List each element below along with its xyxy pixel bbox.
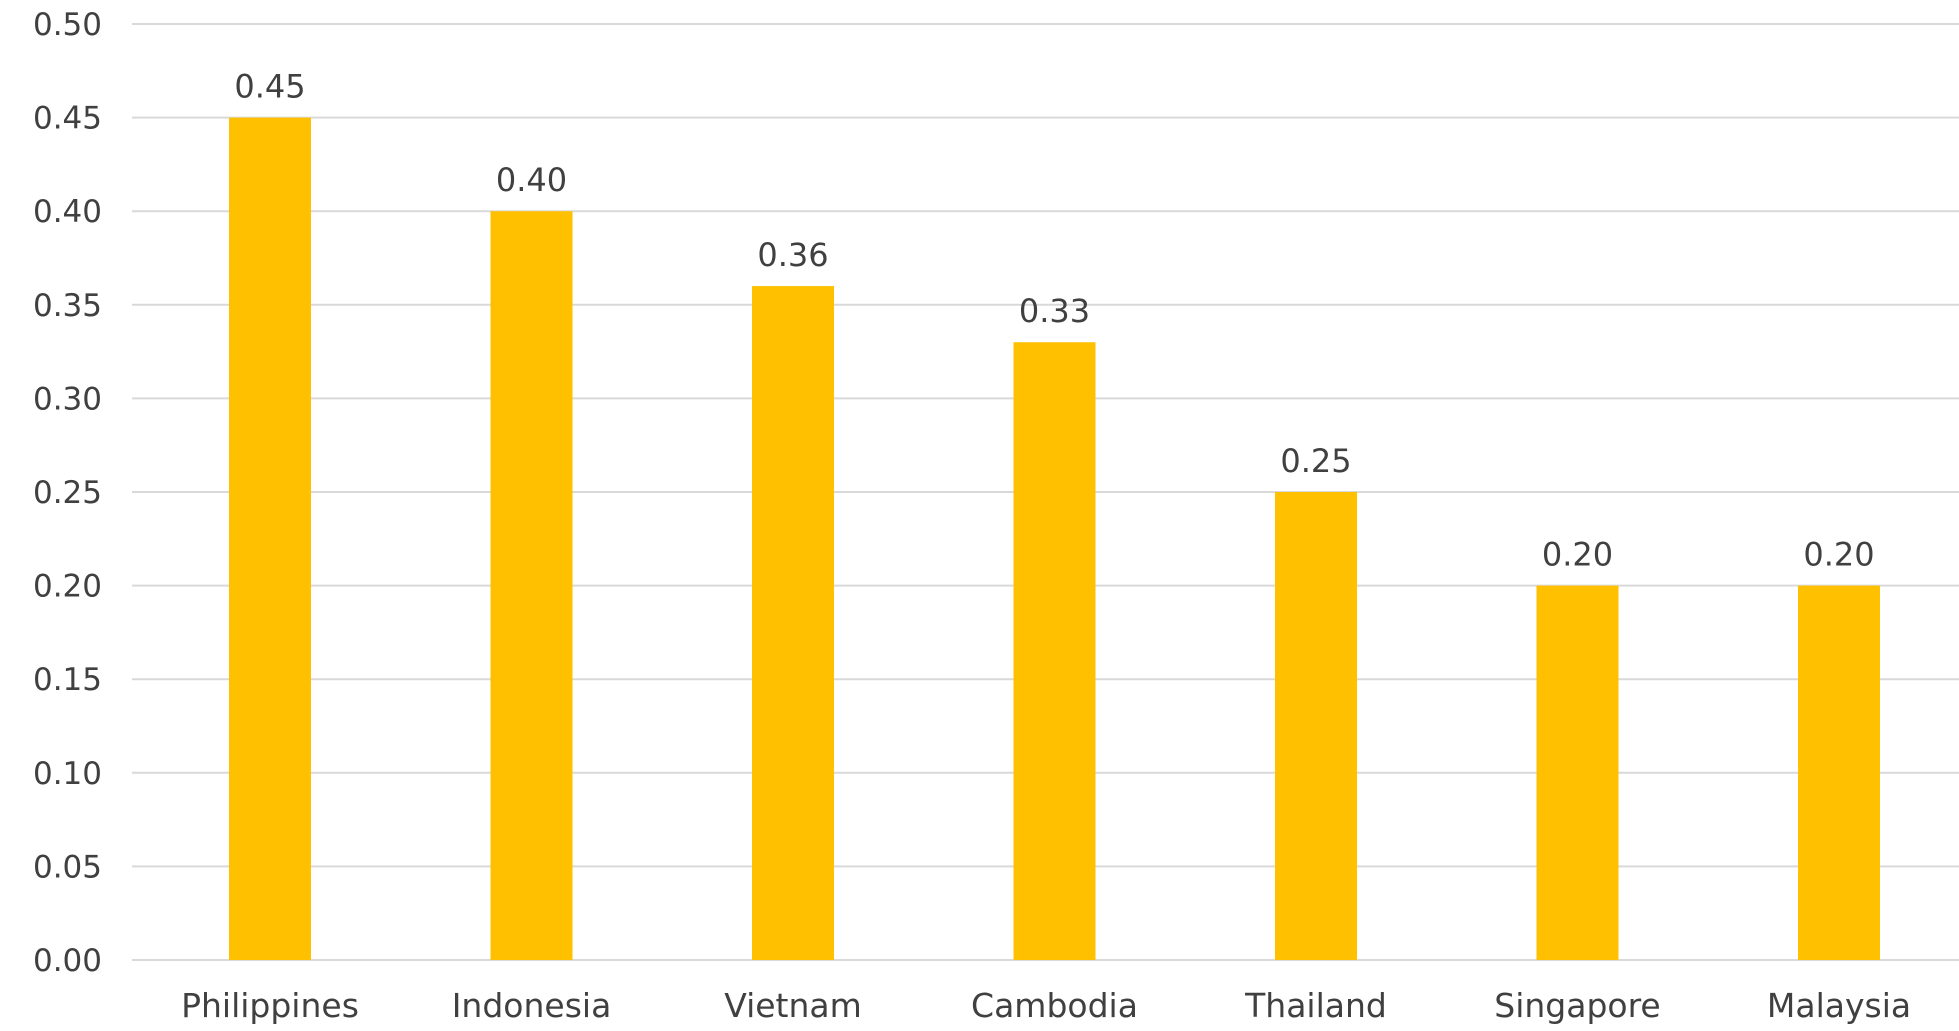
bar-cambodia	[1013, 342, 1096, 960]
bar-indonesia	[490, 211, 573, 960]
data-label-singapore: 0.20	[1542, 536, 1613, 574]
category-label-malaysia: Malaysia	[1767, 986, 1911, 1025]
bar-philippines	[229, 117, 311, 961]
y-tick-label: 0.20	[33, 569, 102, 605]
y-tick-label: 0.05	[33, 849, 102, 885]
y-tick-label: 0.45	[33, 101, 102, 137]
data-label-indonesia: 0.40	[496, 161, 567, 199]
bar-thailand	[1275, 492, 1357, 960]
y-axis-tick-labels: 0.00 0.05 0.10 0.15 0.20 0.25 0.30 0.35 0.40 0.45…	[33, 7, 102, 979]
bar-singapore	[1536, 585, 1619, 960]
category-label-indonesia: Indonesia	[452, 986, 612, 1025]
data-label-vietnam: 0.36	[757, 236, 828, 274]
data-label-philippines: 0.45	[234, 68, 305, 106]
y-tick-label: 0.50	[33, 7, 102, 43]
bar-malaysia	[1798, 585, 1880, 960]
category-label-cambodia: Cambodia	[971, 986, 1138, 1025]
bar-vietnam	[752, 286, 834, 961]
y-tick-label: 0.25	[33, 475, 102, 511]
data-label-cambodia: 0.33	[1019, 292, 1090, 330]
category-label-philippines: Philippines	[181, 986, 359, 1025]
category-label-singapore: Singapore	[1494, 986, 1660, 1025]
y-tick-label: 0.30	[33, 381, 102, 417]
x-axis-category-labels: Philippines Indonesia Vietnam Cambodia Thail…	[181, 986, 1911, 1025]
y-tick-label: 0.15	[33, 662, 102, 698]
bars	[229, 117, 1880, 961]
data-label-thailand: 0.25	[1280, 442, 1351, 480]
category-label-vietnam: Vietnam	[724, 986, 862, 1025]
y-tick-label: 0.10	[33, 756, 102, 792]
y-tick-label: 0.00	[33, 943, 102, 979]
category-label-thailand: Thailand	[1244, 986, 1387, 1025]
y-tick-label: 0.35	[33, 288, 102, 324]
y-tick-label: 0.40	[33, 194, 102, 230]
data-label-malaysia: 0.20	[1803, 536, 1874, 574]
data-labels: 0.45 0.40 0.36 0.33 0.25 0.20 0.20	[234, 68, 1874, 574]
